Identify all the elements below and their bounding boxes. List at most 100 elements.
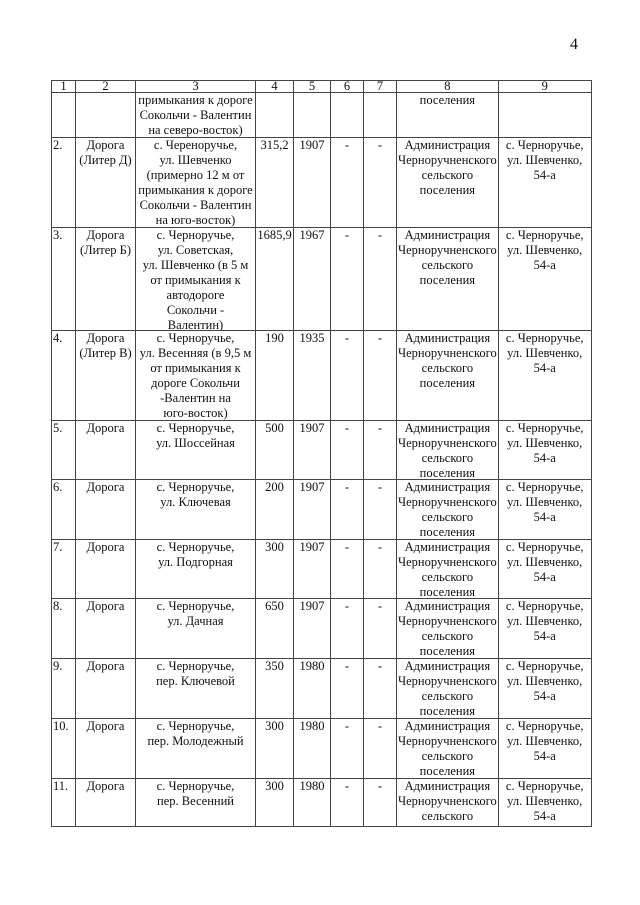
cell-col7: - <box>363 420 397 480</box>
cell-text: 9. <box>53 659 63 674</box>
cell-length <box>255 92 294 138</box>
cell-owner: Администрация Черноручненского сельского… <box>396 539 499 599</box>
cell-text: с. Черноручье, ул. Дачная <box>156 599 235 629</box>
cell-text: 315,2 <box>260 138 289 153</box>
cell-number: 11. <box>51 778 76 827</box>
cell-text: - <box>344 138 350 153</box>
header-cell: 7 <box>363 80 397 93</box>
cell-owner: Администрация Черноручненского сельского… <box>396 479 499 540</box>
header-cell: 1 <box>51 80 76 93</box>
cell-location: с. Черноручье, ул. Шоссейная <box>135 420 256 480</box>
cell-text: 10. <box>53 719 69 734</box>
cell-owner-address: с. Черноручье, ул. Шевченко, 54-а <box>497 658 592 719</box>
cell-text: 5. <box>53 421 63 436</box>
cell-text: 11. <box>53 779 69 794</box>
roads-table: 1 2 3 4 5 6 7 8 9 примыкания к дороге Сокольчи - … <box>51 80 592 827</box>
cell-text: - <box>377 540 383 555</box>
cell-text: - <box>344 659 350 674</box>
cell-col6: - <box>330 718 364 779</box>
cell-name: Дорога (Литер Б) <box>75 227 136 331</box>
cell-text: с. Черноручье, ул. Ключевая <box>156 480 235 510</box>
cell-text: с. Черноручье, ул. Шевченко, 54-а <box>505 480 584 525</box>
cell-text: 650 <box>265 599 284 614</box>
cell-year: 1935 <box>293 330 331 421</box>
cell-name: Дорога <box>75 598 136 659</box>
header-cell: 2 <box>75 80 136 93</box>
cell-text: 6. <box>53 480 63 495</box>
cell-text: с. Черноручье, ул. Шевченко, 54-а <box>505 599 584 644</box>
cell-location: с. Череноручье, ул. Шевченко (примерно 1… <box>135 137 256 228</box>
cell-name: Дорога <box>75 658 136 719</box>
cell-number: 8. <box>51 598 76 659</box>
cell-location: с. Черноручье, ул. Весенняя (в 9,5 м от … <box>135 330 256 421</box>
cell-text: - <box>377 599 383 614</box>
cell-location: с. Черноручье, пер. Ключевой <box>135 658 256 719</box>
cell-col6: - <box>330 479 364 540</box>
cell-text: с. Черноручье, ул. Шоссейная <box>156 421 235 451</box>
table-row: 10. Дорога с. Черноручье, пер. Молодежный 3… <box>51 718 592 779</box>
table-row: 9. Дорога с. Черноручье, пер. Ключевой 350 1… <box>51 658 592 719</box>
cell-text: - <box>377 659 383 674</box>
cell-number: 3. <box>51 227 76 331</box>
cell-text: 1907 <box>299 138 325 153</box>
cell-text: Администрация Черноручненского сельского… <box>398 659 497 718</box>
cell-text: 1907 <box>299 480 325 495</box>
cell-col6: - <box>330 137 364 228</box>
cell-owner-address: с. Черноручье, ул. Шевченко, 54-а <box>497 598 592 659</box>
cell-text: - <box>377 719 383 734</box>
cell-text: с. Черноручье, ул. Шевченко, 54-а <box>505 138 584 183</box>
cell-text: примыкания к дороге Сокольчи - Валентин … <box>138 93 253 137</box>
cell-text: Дорога <box>86 659 125 674</box>
cell-text: Дорога <box>86 540 125 555</box>
cell-text: 300 <box>265 779 284 794</box>
cell-col6: - <box>330 420 364 480</box>
cell-col6: - <box>330 778 364 827</box>
cell-owner-address: с. Черноручье, ул. Шевченко, 54-а <box>497 137 592 228</box>
cell-col7: - <box>363 778 397 827</box>
cell-text: - <box>344 540 350 555</box>
cell-col7: - <box>363 598 397 659</box>
cell-number: 6. <box>51 479 76 540</box>
cell-number: 5. <box>51 420 76 480</box>
cell-text: - <box>344 421 350 436</box>
cell-number: 2. <box>51 137 76 228</box>
cell-length: 350 <box>255 658 294 719</box>
cell-year: 1980 <box>293 718 331 779</box>
cell-text: 350 <box>265 659 284 674</box>
cell-text: Дорога <box>86 599 125 614</box>
cell-owner: Администрация Черноручненского сельского… <box>396 718 499 779</box>
header-cell: 3 <box>135 80 256 93</box>
cell-text: Администрация Черноручненского сельского… <box>398 421 497 479</box>
cell-text: 500 <box>265 421 284 436</box>
cell-location: с. Черноручье, пер. Весенний <box>135 778 256 827</box>
cell-col6 <box>330 92 364 138</box>
cell-text: 1967 <box>299 228 325 243</box>
cell-text: - <box>377 138 383 153</box>
cell-text: - <box>344 228 350 243</box>
table-row: 2. Дорога (Литер Д) с. Череноручье, ул. Ше… <box>51 137 592 228</box>
cell-owner: поселения <box>396 92 499 138</box>
cell-text: Дорога <box>86 421 125 436</box>
cell-length: 190 <box>255 330 294 421</box>
cell-text: 1907 <box>299 421 325 436</box>
cell-text: Дорога <box>86 480 125 495</box>
cell-year: 1967 <box>293 227 331 331</box>
cell-text: 1980 <box>299 779 325 794</box>
cell-text: 4. <box>53 331 63 346</box>
cell-year: 1907 <box>293 539 331 599</box>
cell-col6: - <box>330 539 364 599</box>
cell-owner: Администрация Черноручненского сельского <box>396 778 499 827</box>
cell-text: - <box>344 480 350 495</box>
cell-name: Дорога (Литер Д) <box>75 137 136 228</box>
cell-text: Администрация Черноручненского сельского… <box>398 719 497 778</box>
cell-location: с. Черноручье, ул. Советская, ул. Шевчен… <box>135 227 256 331</box>
cell-number: 9. <box>51 658 76 719</box>
table-row: 6. Дорога с. Черноручье, ул. Ключевая 200 19… <box>51 479 592 540</box>
cell-text: с. Черноручье, ул. Весенняя (в 9,5 м от … <box>139 331 252 420</box>
cell-col7: - <box>363 137 397 228</box>
cell-text: 1907 <box>299 599 325 614</box>
cell-owner-address: с. Черноручье, ул. Шевченко, 54-а <box>497 539 592 599</box>
cell-text: 8. <box>53 599 63 614</box>
cell-owner-address: с. Черноручье, ул. Шевченко, 54-а <box>497 718 592 779</box>
cell-location: с. Черноручье, ул. Ключевая <box>135 479 256 540</box>
